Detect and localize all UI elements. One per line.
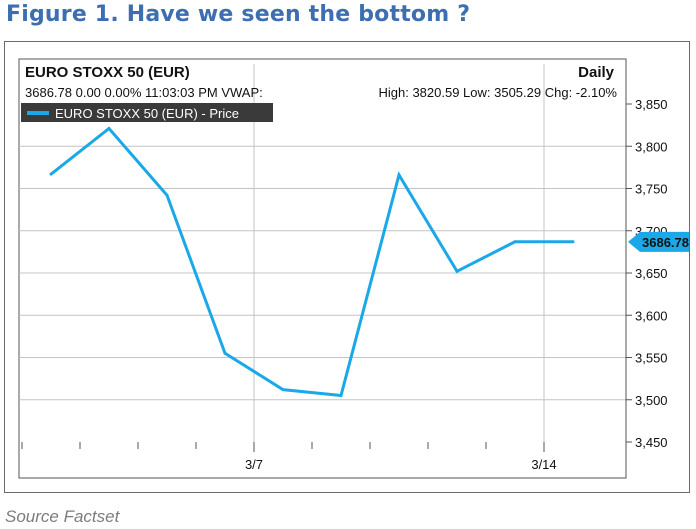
price-point (49, 172, 53, 176)
price-point (281, 388, 285, 392)
x-tick-label: 3/7 (245, 457, 263, 472)
frequency-label: Daily (578, 64, 615, 81)
price-point (165, 193, 169, 197)
legend-label: EURO STOXX 50 (EUR) - Price (55, 106, 239, 121)
legend-box (21, 103, 273, 122)
price-point (571, 240, 575, 244)
chart-panel: EURO STOXX 50 (EUR) Daily 3686.78 0.00 0… (4, 41, 696, 493)
y-tick-label: 3,500 (635, 393, 668, 408)
y-tick-label: 3,550 (635, 351, 668, 366)
last-value-label: 3686.78 (642, 235, 689, 250)
price-chart: EURO STOXX 50 (EUR) Daily 3686.78 0.00 0… (18, 58, 696, 479)
plot-frame (18, 58, 627, 479)
info-right: High: 3820.59 Low: 3505.29 Chg: -2.10% (378, 85, 617, 100)
series-layer (49, 126, 575, 398)
y-tick-label: 3,450 (635, 435, 668, 450)
price-point (513, 240, 517, 244)
y-tick-label: 3,650 (635, 266, 668, 281)
grid-lines (19, 64, 626, 442)
y-tick-label: 3,750 (635, 182, 668, 197)
price-point (223, 351, 227, 355)
price-point (397, 173, 401, 177)
price-point (455, 269, 459, 273)
y-tick-label: 3,800 (635, 139, 668, 154)
x-axis: 3/7 3/14 (21, 442, 557, 472)
legend: EURO STOXX 50 (EUR) - Price (21, 103, 273, 122)
y-tick-label: 3,850 (635, 97, 668, 112)
source-note: Source Factset (5, 507, 120, 526)
price-point (339, 394, 343, 398)
last-value-tag: 3686.78 (628, 231, 696, 252)
chart-title: EURO STOXX 50 (EUR) (25, 64, 190, 81)
y-axis: 3,8503,8003,7503,7003,6503,6003,5503,500… (625, 97, 668, 450)
price-line (50, 126, 573, 398)
x-tick-label: 3/14 (531, 457, 556, 472)
y-tick-label: 3,600 (635, 308, 668, 323)
info-left: 3686.78 0.00 0.00% 11:03:03 PM VWAP: (25, 85, 263, 100)
price-point (107, 127, 111, 131)
last-value-marker (628, 231, 696, 252)
figure-title: Figure 1. Have we seen the bottom ? (6, 2, 471, 27)
